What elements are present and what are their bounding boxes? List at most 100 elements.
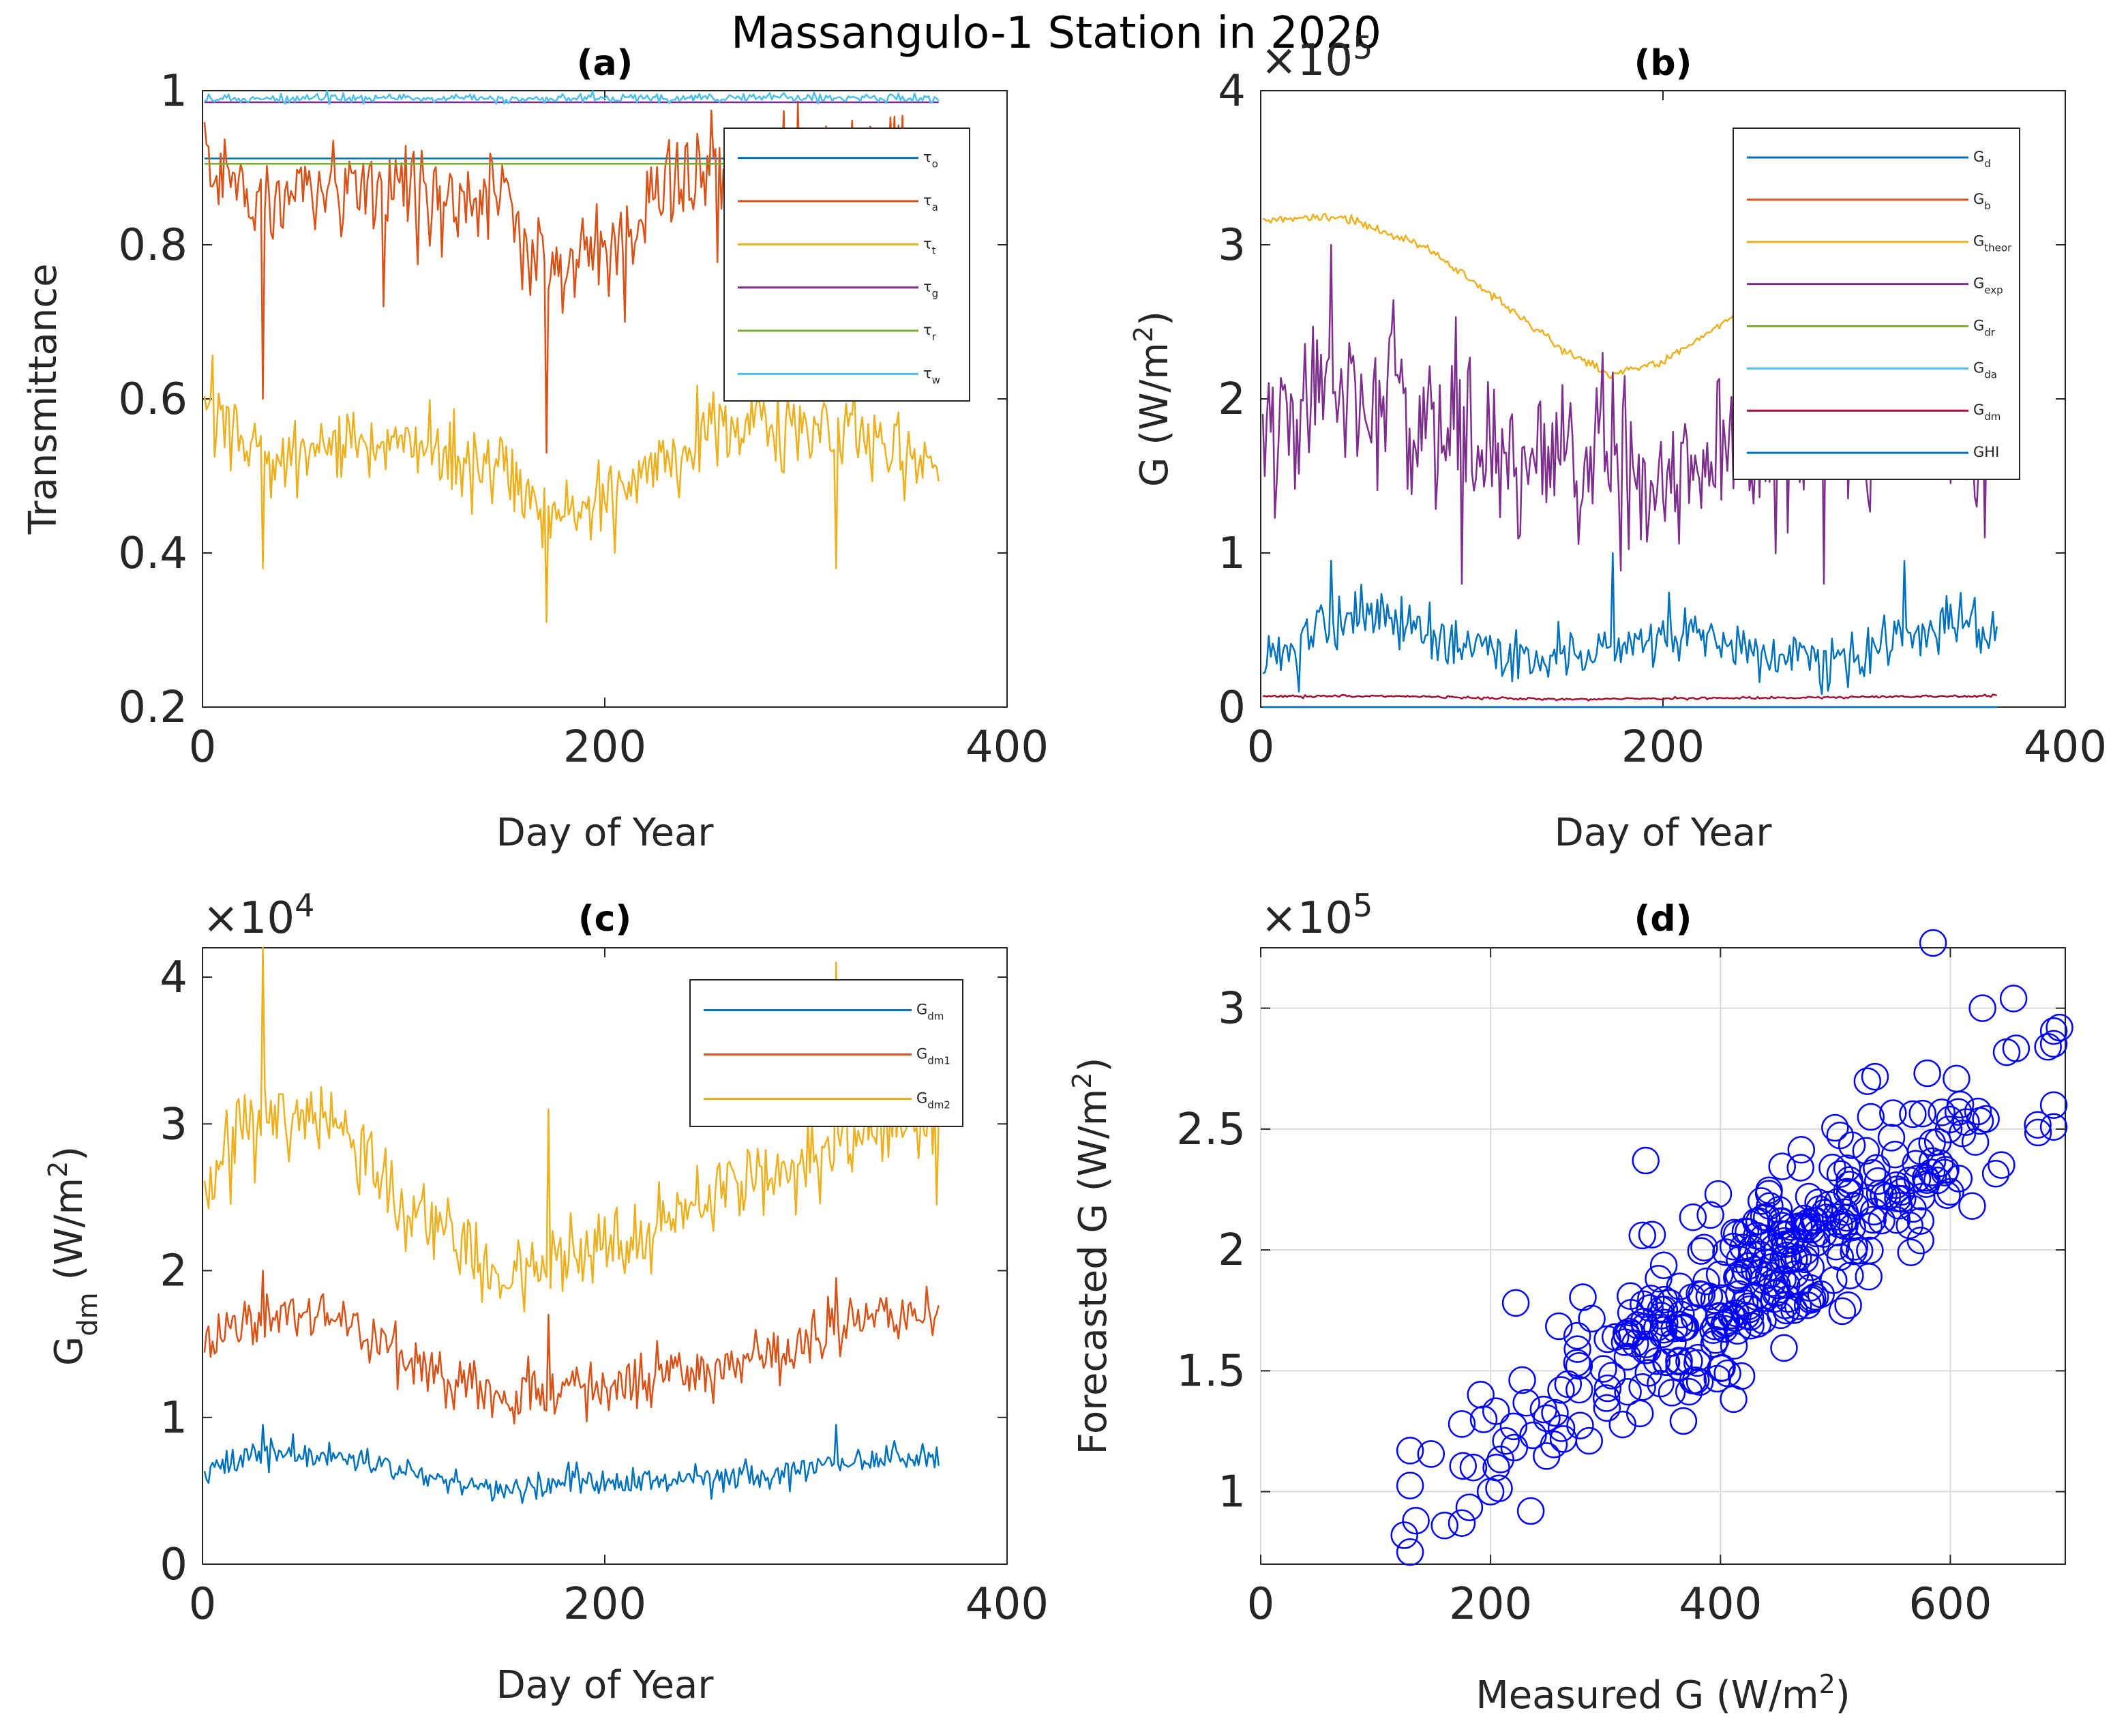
legend-label-subscript: w	[932, 374, 940, 386]
legend-label-symbol: τ	[923, 192, 932, 209]
x-tick-label: 200	[563, 1579, 646, 1630]
legend-label-Gdm: Gdm	[916, 1002, 944, 1023]
legend-label-subscript: d	[1984, 158, 1991, 170]
legend-label-subscript: dr	[1984, 326, 1996, 338]
scatter-point	[1519, 1421, 1547, 1450]
scatter-point	[1638, 1221, 1666, 1248]
panel-a-ylabel: Transmittance	[21, 263, 65, 535]
scatter-point	[1981, 1160, 2010, 1188]
panel-b-title: (b)	[1634, 43, 1692, 84]
scatter-point	[1685, 1368, 1714, 1396]
scatter-point	[1853, 1067, 1882, 1095]
scatter-point	[1645, 1264, 1673, 1293]
scatter-point	[1658, 1379, 1686, 1407]
panel-c-xlabel: Day of Year	[496, 1663, 715, 1707]
scatter-point	[1826, 1160, 1855, 1188]
panel-c-series	[203, 946, 940, 1504]
scatter-point	[1592, 1384, 1621, 1412]
scatter-point	[1772, 1296, 1801, 1325]
panel-c-exponent-power: 4	[295, 887, 314, 924]
series-line-Gdm	[1262, 693, 1998, 702]
legend-label-τw: τw	[923, 365, 940, 386]
scatter-point	[1852, 1137, 1880, 1165]
scatter-point	[2039, 1091, 2068, 1119]
panel-a-title: (a)	[577, 43, 633, 84]
y-tick-label: 0.8	[118, 220, 188, 271]
scatter-point	[1923, 1166, 1951, 1195]
scatter-point	[1988, 1151, 2015, 1179]
scatter-point	[1402, 1506, 1430, 1535]
scatter-point	[1720, 1385, 1748, 1413]
panel-b-exponent-base: ×10	[1261, 35, 1353, 86]
series-line-Gdm1	[203, 1270, 940, 1424]
y-tick-label: 0	[160, 1540, 188, 1590]
scatter-point	[1448, 1410, 1476, 1438]
scatter-point	[1906, 1137, 1935, 1165]
legend-label-subscript: exp	[1984, 284, 2003, 297]
scatter-point	[1895, 1167, 1923, 1195]
scatter-point	[1902, 1150, 1930, 1178]
legend-label-τt: τt	[923, 235, 936, 256]
scatter-point	[1547, 1376, 1575, 1404]
scatter-point	[1459, 1453, 1488, 1482]
scatter-point	[1718, 1301, 1746, 1330]
y-tick-label: 3	[1218, 984, 1246, 1034]
y-tick-label: 1	[1218, 528, 1246, 579]
legend-label-subscript: g	[932, 288, 939, 300]
x-tick-label: 200	[1621, 722, 1705, 773]
scatter-point	[1919, 929, 1947, 957]
scatter-point	[1563, 1349, 1591, 1377]
legend-label-symbol: G	[916, 1090, 927, 1107]
y-tick-label: 1.5	[1176, 1346, 1246, 1396]
scatter-point	[1845, 1236, 1874, 1265]
y-tick-label: 2	[1218, 374, 1246, 425]
scatter-point	[1999, 985, 2028, 1013]
legend-label-symbol: τ	[923, 149, 932, 166]
panel-c-title: (c)	[578, 899, 631, 940]
legend-label-symbol: GHI	[1973, 444, 1999, 460]
scatter-point	[1710, 1315, 1739, 1343]
legend-label-symbol: G	[1973, 275, 1984, 292]
panel-c-ylabel-sup: 2	[43, 1161, 73, 1178]
scatter-point	[1945, 1165, 1973, 1193]
scatter-point	[1724, 1317, 1752, 1345]
scatter-point	[1665, 1347, 1693, 1376]
scatter-point	[1705, 1302, 1733, 1330]
legend-label-Gdr: Gdr	[1973, 317, 1996, 338]
scatter-point	[1719, 1232, 1748, 1261]
scatter-point	[2039, 1113, 2068, 1141]
x-tick-label: 0	[1247, 722, 1275, 773]
scatter-point	[1870, 1181, 1898, 1210]
panel-d-xlabel-end: )	[1835, 1673, 1850, 1718]
legend-label-subscript: dm	[1984, 410, 2000, 423]
y-tick-label: 0	[1218, 683, 1246, 733]
panel-c-ylabel: Gdm (W/m2)	[43, 1146, 104, 1366]
legend-label-subscript: a	[932, 201, 938, 213]
panel-b-ylabel-sup: 2	[1128, 326, 1158, 342]
panel-b-exponent: ×105	[1261, 29, 1373, 86]
y-tick-label: 2	[1218, 1225, 1246, 1276]
scatter-point	[1512, 1389, 1540, 1417]
scatter-point	[1899, 1100, 1927, 1128]
scatter-point	[1667, 1300, 1695, 1329]
panel-d-exponent-power: 5	[1353, 887, 1373, 924]
scatter-point	[1733, 1302, 1760, 1330]
scatter-point	[1467, 1381, 1495, 1409]
scatter-point	[1863, 1154, 1891, 1182]
legend-label-subscript: dm2	[927, 1099, 950, 1111]
scatter-point	[1613, 1322, 1641, 1350]
x-tick-label: 0	[1247, 1579, 1275, 1630]
y-tick-label: 4	[160, 953, 188, 1003]
scatter-point	[1885, 1192, 1913, 1220]
scatter-point	[1877, 1124, 1906, 1152]
scatter-point	[1720, 1332, 1748, 1360]
scatter-point	[1634, 1359, 1662, 1387]
x-tick-label: 400	[1679, 1579, 1762, 1630]
y-tick-label: 4	[1218, 66, 1246, 117]
y-tick-label: 3	[160, 1099, 188, 1150]
legend-label-τr: τr	[923, 322, 937, 343]
panel-a-ticks: 0 200 400 0.2 0.4 0.6 0.8 1	[118, 66, 1049, 773]
panel-c-ticks: 0 200 400 0 1 2 3 4	[160, 948, 1049, 1630]
x-tick-label: 200	[563, 722, 646, 773]
